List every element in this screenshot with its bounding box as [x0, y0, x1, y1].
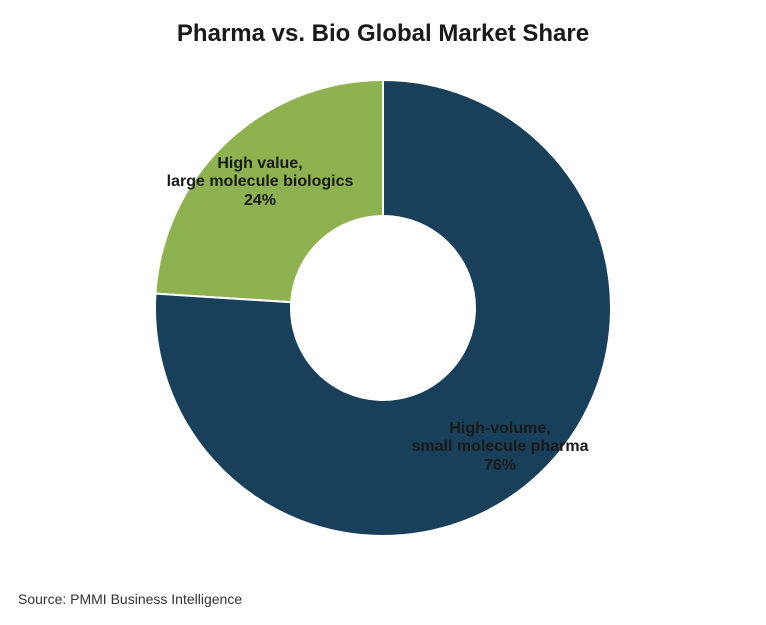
- source-text: Source: PMMI Business Intelligence: [18, 591, 242, 607]
- slice-label-pharma: High-volume, small molecule pharma 76%: [412, 420, 589, 475]
- slice-label-biologics-line1: High value,: [217, 155, 302, 172]
- chart-page: Pharma vs. Bio Global Market Share High …: [0, 0, 766, 625]
- slice-label-pharma-line1: High-volume,: [449, 420, 550, 437]
- slice-label-biologics: High value, large molecule biologics 24%: [167, 155, 354, 210]
- slice-label-biologics-line3: 24%: [244, 192, 276, 209]
- slice-label-pharma-line3: 76%: [484, 457, 516, 474]
- slice-label-pharma-line2: small molecule pharma: [412, 438, 589, 455]
- chart-title: Pharma vs. Bio Global Market Share: [0, 20, 766, 48]
- slice-label-biologics-line2: large molecule biologics: [167, 173, 354, 190]
